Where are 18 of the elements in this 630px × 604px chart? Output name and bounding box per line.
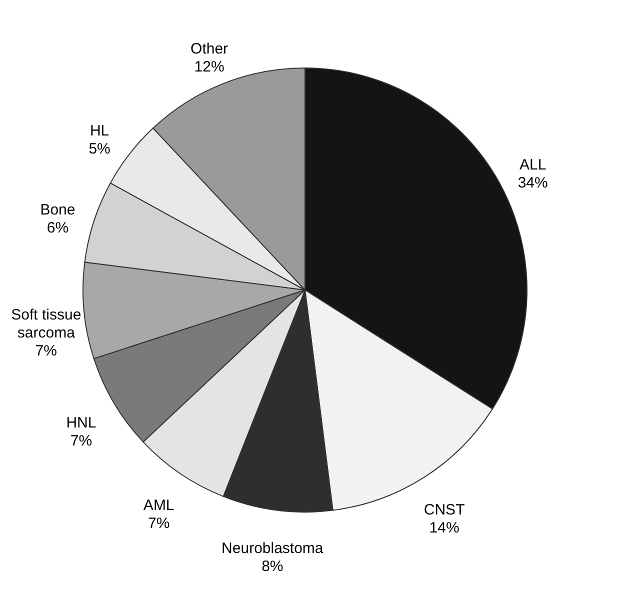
slice-label: Other xyxy=(190,40,228,58)
data-label: 8% xyxy=(262,558,284,575)
data-label: 7% xyxy=(35,342,57,360)
slice-label: HL xyxy=(90,122,110,140)
slice-label: Bone xyxy=(40,202,76,219)
slice-label: Neuroblastoma xyxy=(222,540,324,557)
data-label: 12% xyxy=(194,58,224,76)
slice-label: CNST xyxy=(424,502,465,519)
slice-label: HNL xyxy=(66,414,96,432)
data-label: 34% xyxy=(518,174,548,192)
slice-label: AML xyxy=(143,497,174,514)
slice-label: ALL xyxy=(519,156,546,174)
data-label: 6% xyxy=(46,220,69,237)
data-label: 7% xyxy=(148,515,170,532)
data-label: 5% xyxy=(88,140,110,158)
data-label: 14% xyxy=(429,520,460,537)
data-label: 7% xyxy=(70,432,92,450)
slice-label: Soft tissue sarcoma xyxy=(11,306,82,342)
